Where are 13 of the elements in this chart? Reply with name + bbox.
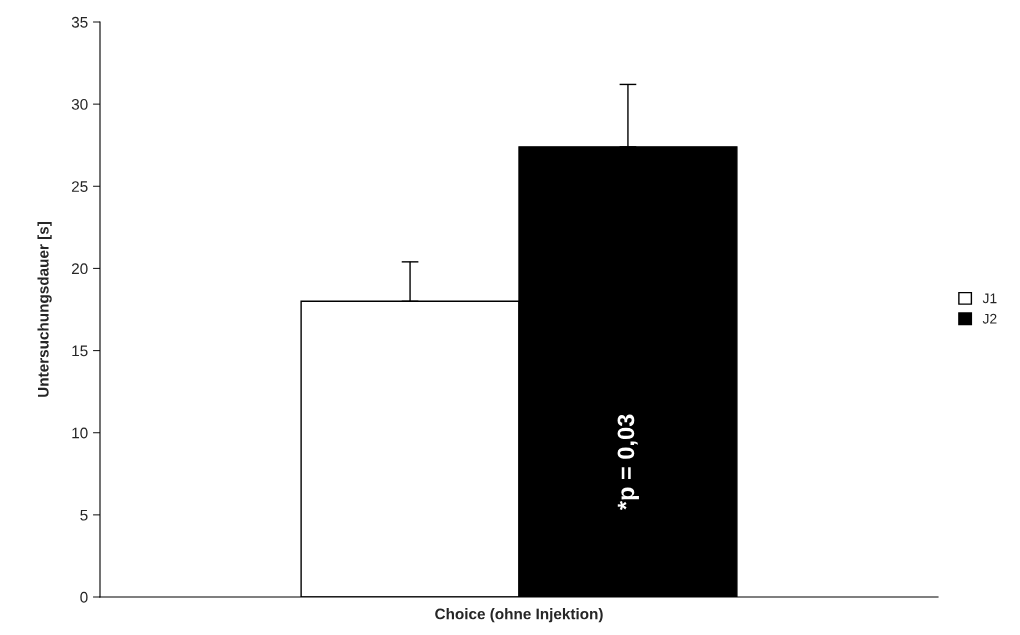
y-tick-label: 20: [71, 263, 88, 275]
y-tick-label: 10: [72, 427, 88, 439]
y-tick-label: 0: [80, 591, 88, 603]
y-tick-label: 5: [80, 509, 88, 521]
y-tick-label: 30: [71, 99, 88, 110]
legend-label: J2: [982, 313, 997, 324]
y-tick-label: 25: [71, 181, 88, 192]
y-tick-label: 35: [71, 16, 88, 28]
x-tick-label: Choice (ohne Injektion): [435, 608, 603, 623]
legend-label: J1: [982, 293, 997, 304]
y-tick-label: 15: [72, 345, 88, 357]
y-axis-title: Untersuchungsdauer [s]: [37, 222, 52, 397]
annotation: *p = 0,03: [617, 414, 639, 511]
